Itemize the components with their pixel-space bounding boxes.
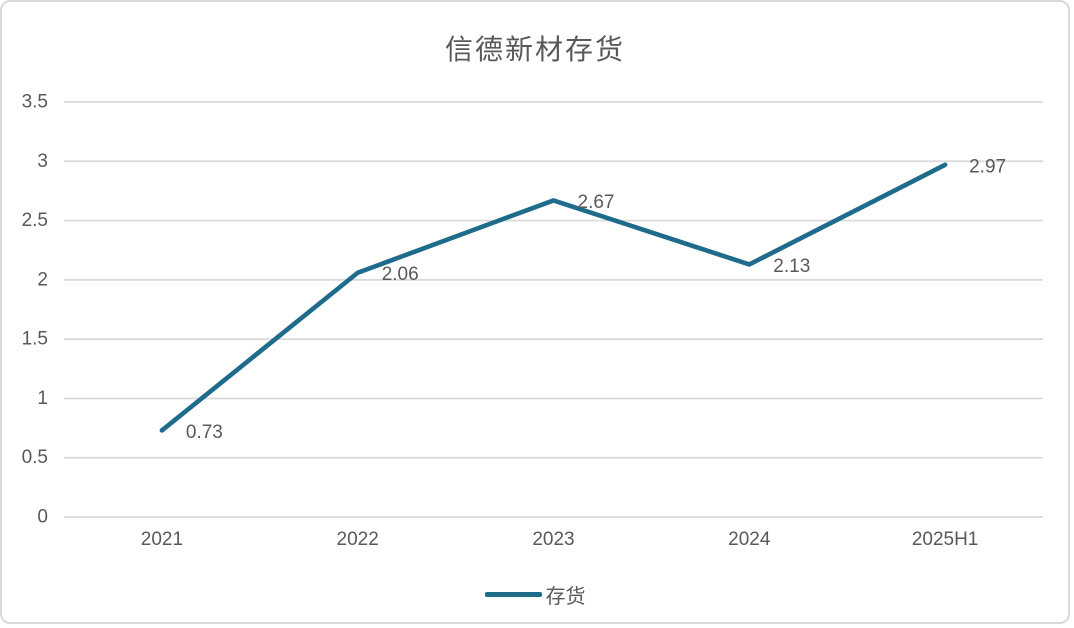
x-axis-tick-label: 2025H1 xyxy=(912,529,979,550)
x-axis-tick-label: 2023 xyxy=(532,529,574,550)
data-label: 2.13 xyxy=(773,256,810,277)
y-axis-tick-label: 1 xyxy=(37,388,48,409)
series-line xyxy=(159,162,948,433)
y-axis-tick-label: 3.5 xyxy=(22,92,48,113)
legend-line-swatch xyxy=(484,592,542,597)
data-label: 2.06 xyxy=(382,264,419,285)
y-axis-tick-label: 1.5 xyxy=(22,329,48,350)
legend: 存货 xyxy=(2,580,1068,609)
x-axis-tick-label: 2024 xyxy=(728,529,771,550)
data-label: 2.67 xyxy=(578,192,615,213)
y-axis-tick-label: 3 xyxy=(37,151,48,172)
y-axis-tick-label: 0.5 xyxy=(22,447,48,468)
chart-title: 信德新材存货 xyxy=(444,34,625,65)
y-axis-tick-label: 0 xyxy=(37,507,48,528)
x-axis-tick-label: 2022 xyxy=(337,529,379,550)
legend-label: 存货 xyxy=(545,586,586,608)
x-axis-tick-label: 2021 xyxy=(141,529,183,550)
y-axis-tick-label: 2.5 xyxy=(22,210,48,231)
data-label: 0.73 xyxy=(186,422,223,443)
data-label: 2.97 xyxy=(969,156,1006,177)
y-axis-tick-label: 2 xyxy=(37,269,48,290)
